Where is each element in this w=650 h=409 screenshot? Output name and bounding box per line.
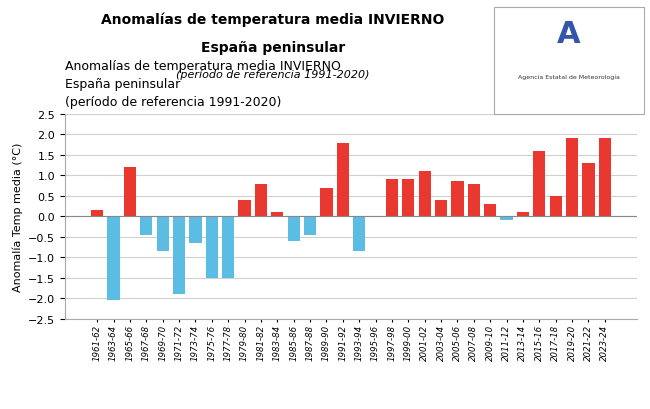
Bar [287,217,300,241]
Bar [107,217,120,301]
Bar [320,188,333,217]
Bar [205,217,218,278]
Bar [386,180,398,217]
Text: A: A [557,20,580,49]
Bar [599,139,611,217]
Bar [304,217,316,235]
Bar [239,200,251,217]
Text: Anomalías de temperatura media INVIERNO: Anomalías de temperatura media INVIERNO [101,12,445,27]
Bar [140,217,152,235]
Bar [484,204,497,217]
Bar [353,217,365,252]
Bar [582,164,595,217]
Bar [189,217,202,243]
Bar [468,184,480,217]
Bar [337,143,349,217]
Bar [566,139,578,217]
Bar [517,213,529,217]
Bar [402,180,415,217]
Bar [173,217,185,294]
Bar [255,184,267,217]
Bar [550,196,562,217]
Bar [500,217,513,221]
Bar [91,211,103,217]
Y-axis label: Anomalía Temp media (°C): Anomalía Temp media (°C) [12,142,23,291]
Bar [222,217,234,278]
Text: (período de referencia 1991-2020): (período de referencia 1991-2020) [176,70,370,80]
Bar [124,168,136,217]
Bar [419,172,431,217]
FancyBboxPatch shape [494,8,644,115]
Text: Anomalías de temperatura media INVIERNO
España peninsular
(período de referencia: Anomalías de temperatura media INVIERNO … [65,60,341,109]
Bar [435,200,447,217]
Bar [157,217,169,252]
Text: España peninsular: España peninsular [201,41,345,55]
Text: Agencia Estatal de Meteorología: Agencia Estatal de Meteorología [518,74,619,80]
Bar [533,151,545,217]
Bar [451,182,463,217]
Bar [271,213,283,217]
